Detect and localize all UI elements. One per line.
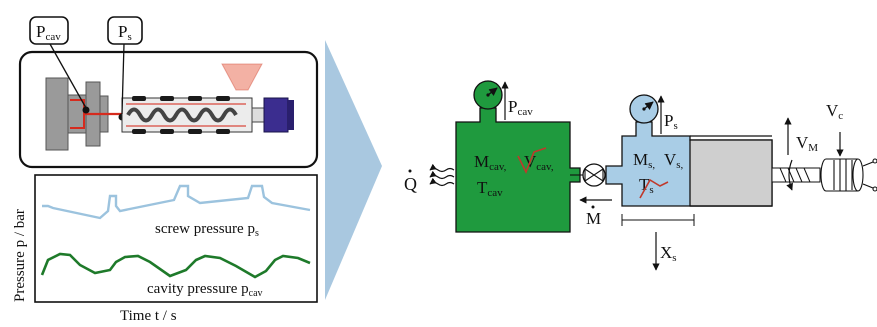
motor-icon xyxy=(820,158,877,192)
cavity-t-sub: cav xyxy=(487,187,503,199)
x-axis-label: Time t / s xyxy=(120,308,177,324)
cavity-pressure-sub: cav xyxy=(249,288,263,299)
cavity-pressure-sketch xyxy=(517,147,547,174)
vm-label: V xyxy=(796,133,809,152)
cavity-v-sub: cav, xyxy=(536,161,554,173)
svg-text:Ts: Ts xyxy=(639,175,654,196)
p-cav-label: P xyxy=(36,22,45,41)
svg-text:Ps: Ps xyxy=(664,111,678,132)
screw-m-label: M xyxy=(633,150,648,169)
p-s-label-box xyxy=(107,16,143,45)
cavity-pressure-line xyxy=(40,252,311,279)
p-s-label: P xyxy=(118,22,127,41)
screw-v-label: V xyxy=(664,150,677,169)
svg-text:Tcav: Tcav xyxy=(477,178,503,199)
screw-pressure-line xyxy=(42,184,311,220)
y-axis-label: Pressure p / bar xyxy=(12,209,28,302)
cavity-block xyxy=(455,107,581,233)
screw-pressure-label: screw pressure p xyxy=(155,221,255,237)
svg-text:cavity pressure pcav: cavity pressure pcav xyxy=(147,281,263,299)
screw-gauge-sub: s xyxy=(673,120,677,132)
svg-text:Mcav,: Mcav, xyxy=(474,152,507,173)
heat-flow-label: Q xyxy=(404,174,417,194)
svg-text:Pcav: Pcav xyxy=(36,22,61,43)
screw-pressure-sub: s xyxy=(255,228,259,239)
svg-text:screw pressure ps: screw pressure ps xyxy=(155,221,259,239)
screw-v-sub: s, xyxy=(676,159,683,171)
xs-sub: s xyxy=(672,252,676,264)
svg-text:Ps: Ps xyxy=(118,22,132,43)
svg-text:Xs: Xs xyxy=(660,243,677,264)
screw-t-label: T xyxy=(639,175,650,194)
p-s-sub: s xyxy=(127,31,131,43)
cavity-gauge-label: P xyxy=(508,97,517,116)
injection-machine: Pcav Ps xyxy=(18,16,319,169)
piston xyxy=(689,139,773,207)
cavity-m-sub: cav, xyxy=(489,161,507,173)
shaft xyxy=(771,167,821,183)
vc-label: V xyxy=(826,101,839,120)
screw-t-sub: s xyxy=(649,184,653,196)
screw-pressure-sketch xyxy=(639,178,669,199)
p-cav-label-box xyxy=(29,16,69,45)
valve-icon xyxy=(570,163,606,187)
cavity-m-label: M xyxy=(474,152,489,171)
svg-text:VM: VM xyxy=(796,133,818,154)
transition-chevron xyxy=(325,40,382,300)
xs-label: X xyxy=(660,243,672,262)
mass-flow-label: M xyxy=(586,209,601,228)
cavity-gauge-sub: cav xyxy=(517,106,533,118)
heat-flow-arrows xyxy=(429,163,455,187)
p-cav-sub: cav xyxy=(45,31,61,43)
svg-text:Pcav: Pcav xyxy=(508,97,533,118)
screw-gauge-label: P xyxy=(664,111,673,130)
lumped-model: Pcav Q Mcav, Vcav, Tcav M xyxy=(404,80,877,271)
svg-text:Vs,: Vs, xyxy=(664,150,684,171)
cavity-t-label: T xyxy=(477,178,488,197)
rotation-arrow xyxy=(786,159,793,191)
cavity-sensor-dot xyxy=(82,106,90,114)
svg-text:Ms,: Ms, xyxy=(633,150,655,171)
screw-m-sub: s, xyxy=(648,159,655,171)
vc-sub: c xyxy=(838,110,843,122)
pressure-chart: screw pressure ps cavity pressure pcav T… xyxy=(12,174,318,324)
svg-text:Vc: Vc xyxy=(826,101,843,122)
cavity-pressure-label: cavity pressure p xyxy=(147,281,249,297)
vm-sub: M xyxy=(808,142,818,154)
